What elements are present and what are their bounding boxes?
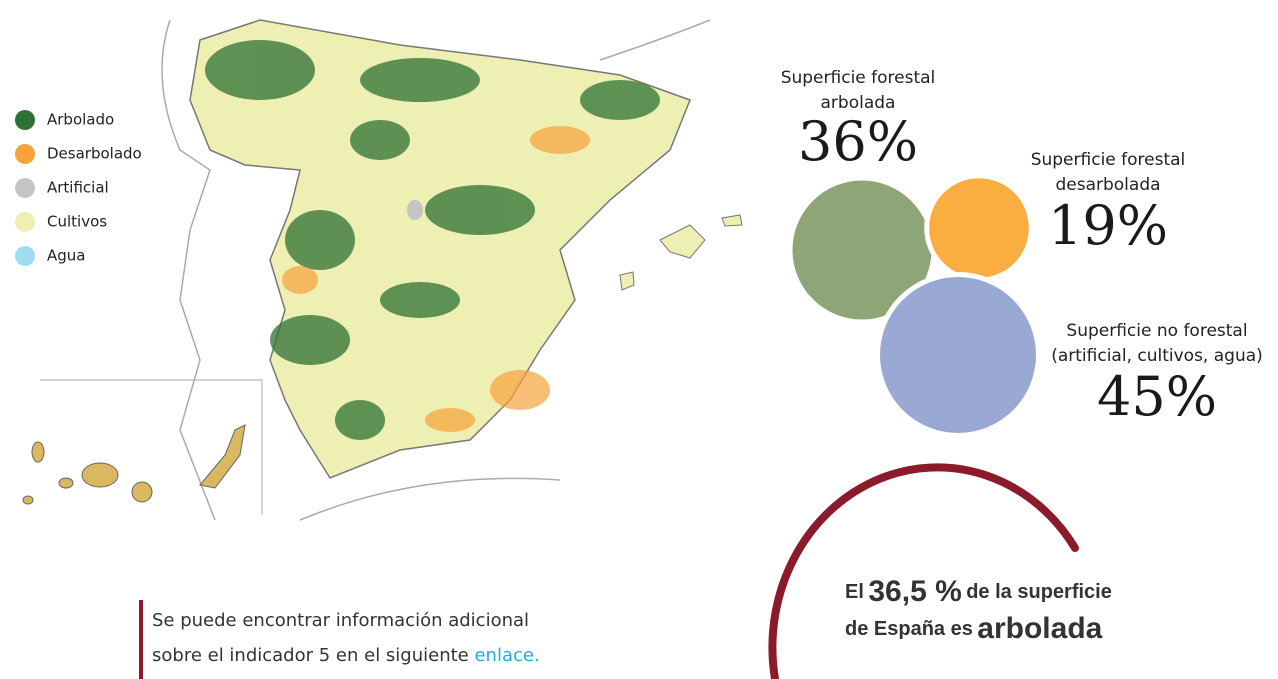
madrid bbox=[407, 200, 423, 220]
highlight-text: El bbox=[845, 581, 864, 603]
note-bar bbox=[139, 600, 143, 679]
legend-swatch bbox=[15, 144, 35, 164]
bubble-value: 19% bbox=[1048, 194, 1168, 257]
highlight-text: de la superficie bbox=[966, 581, 1112, 603]
legend: Arbolado Desarbolado Artificial Cultivos Agu… bbox=[15, 110, 142, 266]
bubble-value: 36% bbox=[798, 110, 918, 173]
highlight-line: El 36,5 % de la superficie bbox=[845, 575, 1112, 608]
bubble-chart: Superficie forestalarbolada36%Superficie… bbox=[781, 68, 1263, 435]
legend-label: Desarbolado bbox=[47, 145, 142, 163]
legend-label: Cultivos bbox=[47, 213, 107, 231]
bubble-label: Superficie no forestal bbox=[1066, 321, 1247, 341]
bubble-value: 45% bbox=[1097, 365, 1217, 428]
legend-swatch bbox=[15, 178, 35, 198]
highlight-line: de España es arbolada bbox=[845, 612, 1103, 645]
menorca bbox=[722, 215, 742, 226]
legend-label: Artificial bbox=[47, 179, 109, 197]
note-line: Se puede encontrar información adicional bbox=[152, 610, 529, 631]
highlight-word: arbolada bbox=[977, 612, 1102, 645]
africa-coast bbox=[300, 478, 560, 520]
legend-swatch bbox=[15, 110, 35, 130]
legend-swatch bbox=[15, 212, 35, 232]
france-coast bbox=[600, 20, 710, 60]
legend-label: Arbolado bbox=[47, 111, 114, 129]
bubble bbox=[927, 176, 1032, 281]
bubble-label: (artificial, cultivos, agua) bbox=[1051, 346, 1263, 366]
page: Arbolado Desarbolado Artificial Cultivos Agu… bbox=[0, 0, 1278, 679]
bubble-label: desarbolada bbox=[1055, 175, 1160, 195]
note-text: sobre el indicador 5 en el siguiente bbox=[152, 645, 469, 666]
note-line: sobre el indicador 5 en el siguiente enl… bbox=[152, 645, 540, 666]
legend-swatch bbox=[15, 246, 35, 266]
bubble bbox=[878, 275, 1039, 436]
highlight-number: 36,5 % bbox=[868, 575, 961, 608]
legend-label: Agua bbox=[47, 247, 85, 265]
map bbox=[23, 20, 742, 520]
canary-islands bbox=[23, 425, 245, 504]
highlight-arc bbox=[772, 467, 1075, 679]
bubble-label: Superficie forestal bbox=[781, 68, 936, 88]
ibiza bbox=[620, 272, 634, 290]
note-link[interactable]: enlace. bbox=[474, 645, 539, 666]
mallorca bbox=[660, 225, 705, 258]
highlight-text: de España es bbox=[845, 618, 973, 640]
bubble-label: Superficie forestal bbox=[1031, 150, 1186, 170]
